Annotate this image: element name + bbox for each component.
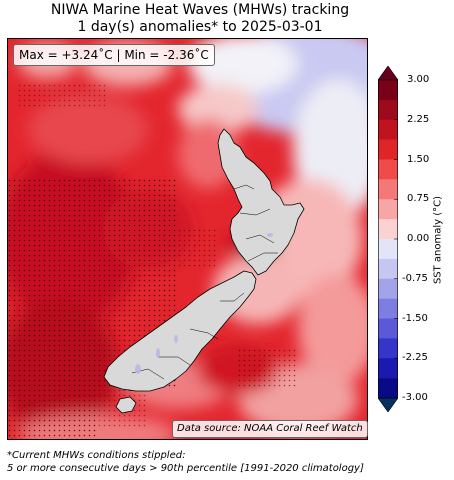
colorbar-band — [378, 298, 398, 319]
colorbar-tick-label: 0.75 — [407, 193, 430, 205]
colorbar-graphic — [377, 65, 399, 413]
colorbar-extend-max — [377, 65, 399, 81]
colorbar-band — [378, 199, 398, 220]
sst-anomaly-map — [7, 38, 368, 440]
colorbar-band — [378, 139, 398, 160]
nz-land — [103, 128, 305, 414]
colorbar-band — [378, 338, 398, 359]
title-line-1: NIWA Marine Heat Waves (MHWs) tracking — [50, 2, 350, 18]
colorbar-extend-min — [377, 397, 399, 413]
colorbar-band — [378, 119, 398, 140]
colorbar-band — [378, 258, 398, 280]
colorbar-band — [378, 318, 398, 339]
colorbar — [377, 65, 399, 413]
max-min-readout: Max = +3.24˚C | Min = -2.36˚C — [13, 44, 215, 66]
stewart-island — [115, 396, 137, 414]
colorbar-tick-label: 3.00 — [407, 74, 430, 85]
colorbar-tick-label: 0.00 — [407, 233, 430, 244]
colorbar-tick-label: -0.75 — [402, 272, 428, 284]
footnote-line-1: *Current MHWs conditions stippled: — [7, 450, 186, 461]
colorbar-band — [378, 278, 398, 299]
colorbar-tick-label: 2.25 — [407, 113, 430, 125]
colorbar-band — [378, 219, 398, 240]
colorbar-band — [378, 239, 398, 260]
footnote-line-2: 5 or more consecutive days > 90th percen… — [7, 463, 364, 474]
colorbar-tick-label: -3.00 — [402, 392, 428, 403]
regional-boundaries — [131, 184, 278, 380]
inland-lakes — [135, 233, 273, 374]
map-title: NIWA Marine Heat Waves (MHWs) tracking 1… — [0, 2, 400, 36]
colorbar-band — [378, 179, 398, 200]
colorbar-label: SST anomaly (°C) — [432, 195, 444, 285]
title-line-2: 1 day(s) anomalies* to 2025-03-01 — [77, 19, 323, 35]
colorbar-tick-label: -2.25 — [402, 352, 428, 364]
colorbar-tick-label: 1.50 — [407, 153, 430, 165]
colorbar-band — [378, 358, 398, 379]
colorbar-band — [378, 99, 398, 121]
colorbar-band — [378, 378, 398, 399]
colorbar-tick-label: -1.50 — [402, 312, 428, 324]
footnote: *Current MHWs conditions stippled: 5 or … — [7, 449, 364, 475]
colorbar-band — [378, 159, 398, 180]
map-canvas — [8, 39, 367, 439]
data-source-label: Data source: NOAA Coral Reef Watch — [172, 420, 368, 438]
south-island — [103, 270, 257, 392]
colorbar-band — [378, 80, 398, 101]
